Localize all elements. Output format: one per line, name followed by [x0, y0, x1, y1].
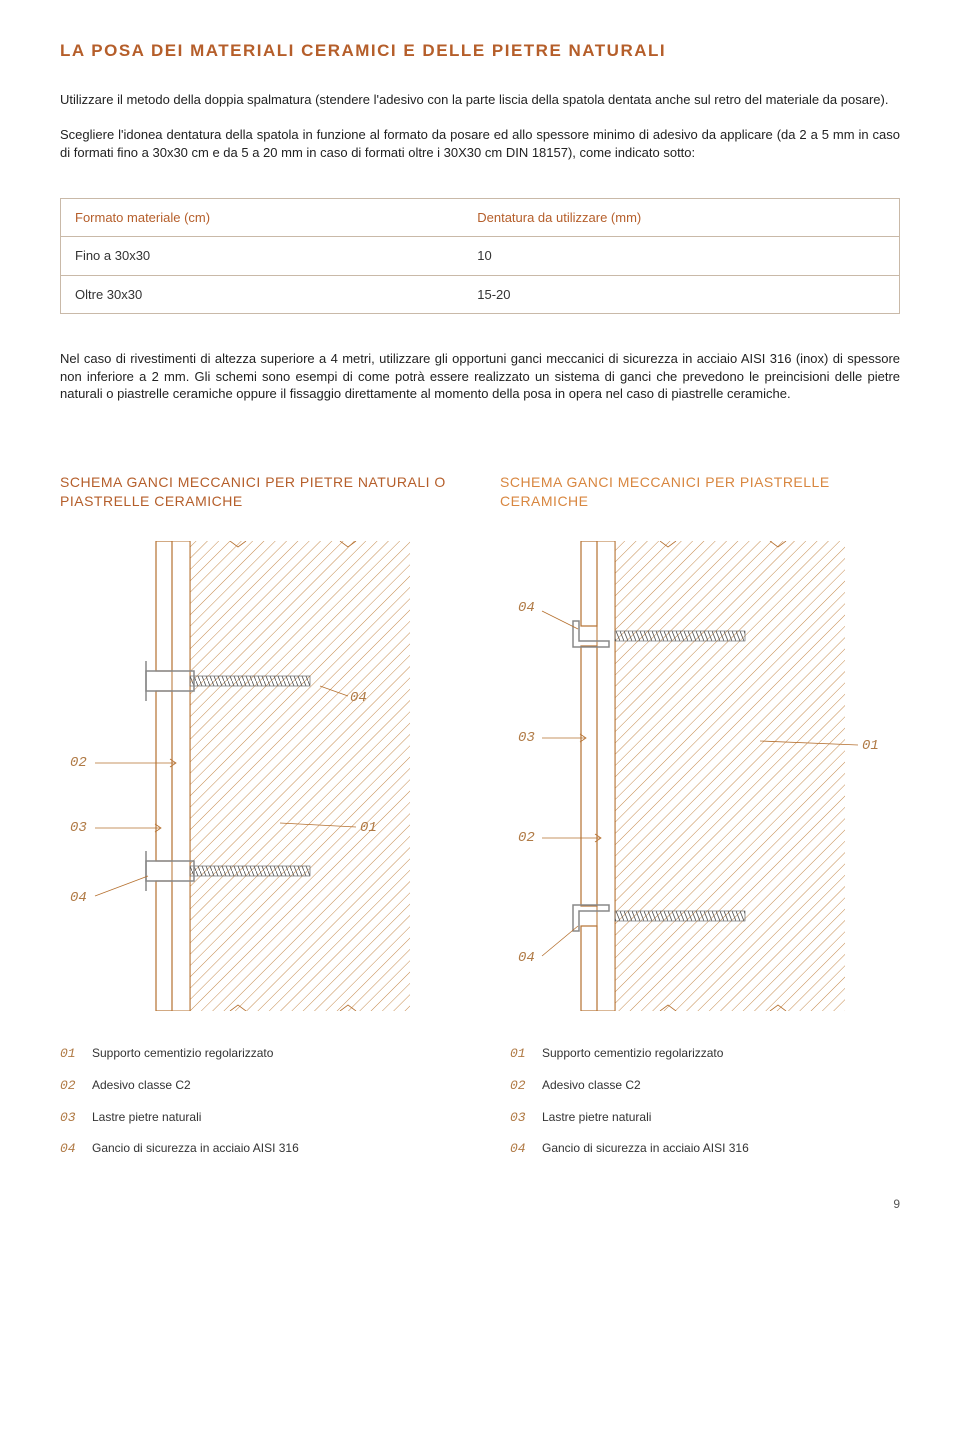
dentatura-table: Formato materiale (cm) Dentatura da util… [60, 198, 900, 315]
table-header-left: Formato materiale (cm) [61, 199, 463, 237]
legend-item: 01Supporto cementizio regolarizzato [60, 1045, 450, 1063]
svg-text:02: 02 [70, 755, 87, 771]
paragraph-2: Scegliere l'idonea dentatura della spato… [60, 126, 900, 161]
svg-text:01: 01 [360, 820, 377, 836]
legend-item: 02Adesivo classe C2 [60, 1077, 450, 1095]
schema-left-diagram: 04 02 03 01 04 [60, 541, 460, 1011]
svg-text:03: 03 [70, 820, 87, 836]
svg-text:04: 04 [518, 600, 535, 616]
schema-right-title: SCHEMA GANCI MECCANICI PER PIASTRELLE CE… [500, 473, 900, 513]
legend-item: 03Lastre pietre naturali [510, 1109, 900, 1127]
svg-text:04: 04 [518, 950, 535, 966]
svg-text:02: 02 [518, 830, 535, 846]
table-cell: 10 [463, 237, 899, 275]
legend-item: 03Lastre pietre naturali [60, 1109, 450, 1127]
svg-text:03: 03 [518, 730, 535, 746]
svg-text:01: 01 [862, 738, 879, 754]
legend-item: 02Adesivo classe C2 [510, 1077, 900, 1095]
table-header-right: Dentatura da utilizzare (mm) [463, 199, 899, 237]
legend-item: 04Gancio di sicurezza in acciaio AISI 31… [60, 1140, 450, 1158]
table-cell: Fino a 30x30 [61, 237, 463, 275]
legend-right: 01Supporto cementizio regolarizzato 02Ad… [510, 1045, 900, 1171]
legend-item: 04Gancio di sicurezza in acciaio AISI 31… [510, 1140, 900, 1158]
legend-left: 01Supporto cementizio regolarizzato 02Ad… [60, 1045, 450, 1171]
legend-row: 01Supporto cementizio regolarizzato 02Ad… [60, 1045, 900, 1171]
schema-left-column: SCHEMA GANCI MECCANICI PER PIETRE NATURA… [60, 473, 460, 1016]
svg-text:04: 04 [350, 690, 367, 706]
schema-left-title: SCHEMA GANCI MECCANICI PER PIETRE NATURA… [60, 473, 460, 513]
paragraph-3: Nel caso di rivestimenti di altezza supe… [60, 350, 900, 403]
schema-right-diagram: 04 03 01 02 04 [500, 541, 900, 1011]
page-title: LA POSA DEI MATERIALI CERAMICI E DELLE P… [60, 40, 900, 63]
table-cell: 15-20 [463, 276, 899, 314]
table-cell: Oltre 30x30 [61, 276, 463, 314]
schema-right-column: SCHEMA GANCI MECCANICI PER PIASTRELLE CE… [500, 473, 900, 1016]
svg-text:04: 04 [70, 890, 87, 906]
legend-item: 01Supporto cementizio regolarizzato [510, 1045, 900, 1063]
page-number: 9 [60, 1196, 900, 1212]
paragraph-1: Utilizzare il metodo della doppia spalma… [60, 91, 900, 109]
